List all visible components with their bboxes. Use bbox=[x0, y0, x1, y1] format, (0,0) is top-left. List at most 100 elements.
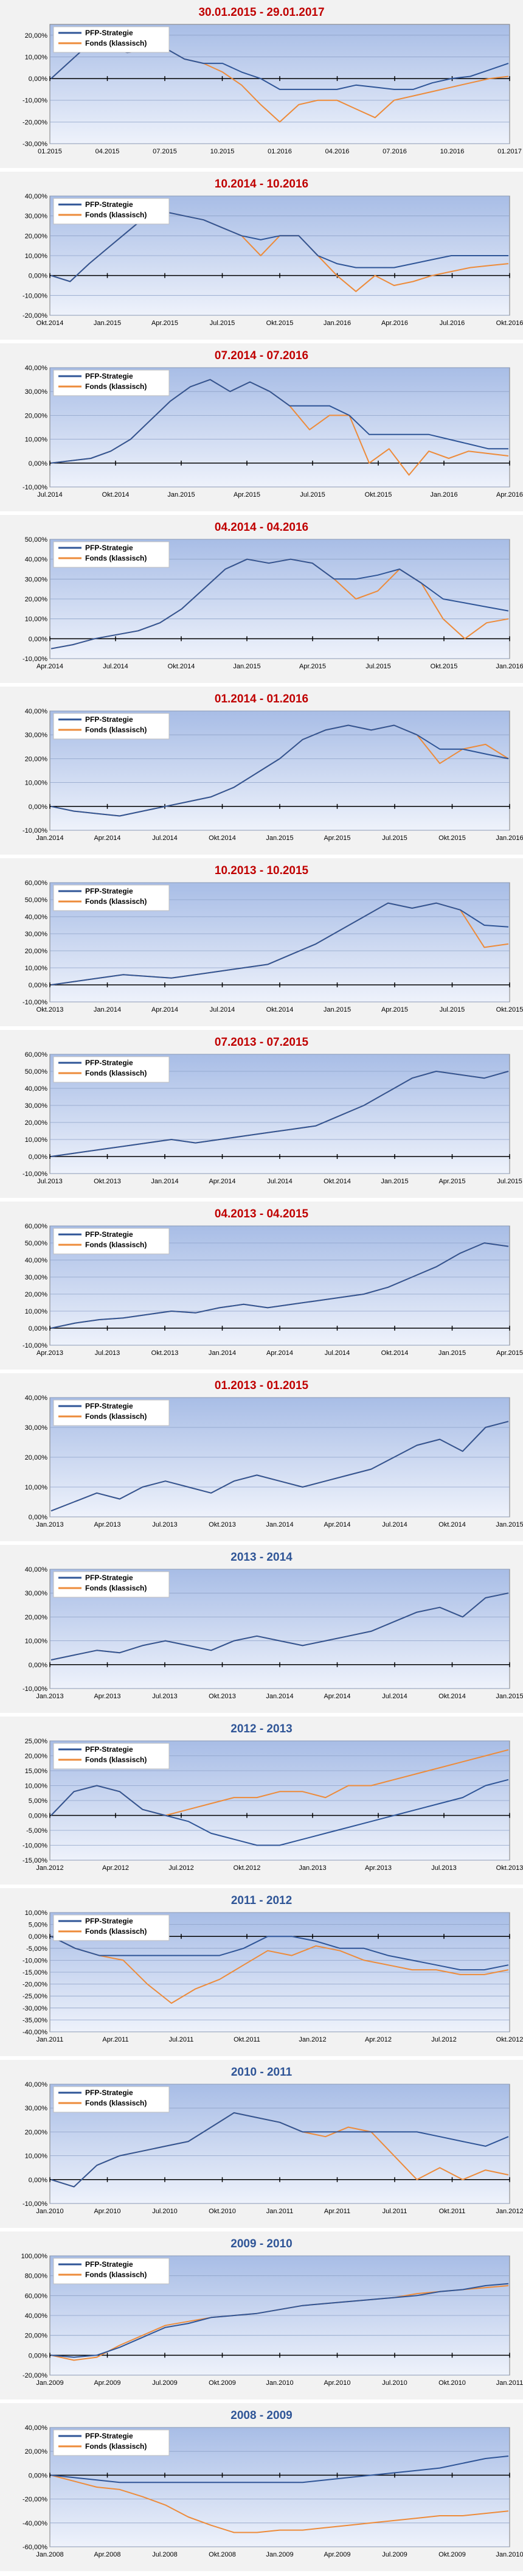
series-line bbox=[50, 2474, 509, 2533]
y-tick-label: 30,00% bbox=[25, 2105, 48, 2112]
x-tick-label: Jan.2016 bbox=[496, 835, 523, 842]
x-tick-label: Jan.2016 bbox=[430, 491, 457, 499]
x-tick-label: 10.2015 bbox=[210, 148, 235, 155]
chart-title: 10.2013 - 10.2015 bbox=[214, 864, 309, 877]
x-tick-label: Apr.2014 bbox=[266, 1349, 293, 1357]
chart-svg: 40,00%30,00%20,00%10,00%0,00%-10,00%Jul.… bbox=[23, 365, 523, 499]
legend-label: Fonds (klassisch) bbox=[85, 382, 147, 391]
y-tick-label: 60,00% bbox=[25, 1223, 48, 1230]
series-line bbox=[50, 1592, 509, 1661]
y-tick-label: 40,00% bbox=[25, 556, 48, 564]
legend-label: Fonds (klassisch) bbox=[85, 2270, 147, 2279]
legend-label: PFP-Strategie bbox=[85, 1745, 133, 1754]
chart-title: 07.2014 - 07.2016 bbox=[214, 349, 309, 362]
y-tick-label: -60,00% bbox=[23, 2544, 47, 2551]
legend-label: Fonds (klassisch) bbox=[85, 1927, 147, 1936]
x-tick-label: Apr.2015 bbox=[324, 835, 350, 842]
y-tick-label: -5,00% bbox=[26, 1827, 47, 1835]
y-tick-label: -10,00% bbox=[23, 97, 47, 105]
x-tick-label: Apr.2016 bbox=[381, 320, 408, 327]
x-tick-label: Apr.2010 bbox=[324, 2379, 350, 2387]
series-line bbox=[50, 1779, 509, 1846]
chart-svg: 40,00%30,00%20,00%10,00%0,00%-10,00%Jan.… bbox=[23, 708, 523, 842]
legend-label: PFP-Strategie bbox=[85, 715, 133, 724]
y-tick-label: 0,00% bbox=[29, 1153, 47, 1161]
x-tick-label: Jul.2013 bbox=[152, 1693, 178, 1700]
x-tick-label: Jul.2014 bbox=[210, 1006, 235, 1013]
legend-label: PFP-Strategie bbox=[85, 2432, 133, 2440]
series-line bbox=[50, 2283, 509, 2358]
y-tick-label: 0,00% bbox=[29, 1514, 47, 1521]
y-tick-label: 10,00% bbox=[25, 2153, 48, 2160]
series-line bbox=[50, 558, 509, 649]
chart-panel: 2013 - 2014 40,00% 30,00% 20,00% 10,00% 0,00%… bbox=[0, 1545, 523, 1713]
y-tick-label: -20,00% bbox=[23, 312, 47, 320]
chart-svg: 20,00%10,00%0,00%-10,00%-20,00%-30,00%01… bbox=[23, 24, 522, 155]
x-tick-label: Jul.2012 bbox=[168, 1864, 194, 1872]
y-tick-label: 20,00% bbox=[25, 1119, 48, 1127]
x-tick-label: 01.2017 bbox=[497, 148, 522, 155]
x-tick-label: Jul.2014 bbox=[103, 663, 128, 670]
x-tick-label: Okt.2014 bbox=[381, 1349, 409, 1357]
legend-label: Fonds (klassisch) bbox=[85, 897, 147, 906]
y-tick-label: 10,00% bbox=[25, 1308, 48, 1315]
legend-label: PFP-Strategie bbox=[85, 1402, 133, 1410]
x-tick-label: Okt.2015 bbox=[431, 663, 458, 670]
chart-svg: 50,00% 40,00% 30,00% 20,00% 10,00% 0,00% -10,0… bbox=[23, 536, 523, 670]
legend-box bbox=[53, 198, 170, 225]
x-tick-label: Jan.2012 bbox=[36, 1864, 63, 1872]
x-tick-label: Jan.2015 bbox=[167, 491, 195, 499]
y-tick-label: -10,00% bbox=[23, 1957, 47, 1964]
y-tick-label: 30,00% bbox=[25, 732, 48, 739]
x-tick-label: Apr.2015 bbox=[496, 1349, 523, 1357]
y-tick-label: 20,00% bbox=[25, 412, 48, 419]
x-tick-label: Apr.2009 bbox=[94, 2379, 120, 2387]
x-tick-label: 07.2016 bbox=[383, 148, 407, 155]
x-tick-label: Jan.2015 bbox=[381, 1178, 408, 1185]
chart-panel: 2012 - 2013 25,00% 20,00% 15,00% 10,00% 5,00%… bbox=[0, 1717, 523, 1885]
x-tick-label: Jan.2016 bbox=[324, 320, 351, 327]
x-tick-label: Apr.2014 bbox=[36, 663, 63, 670]
x-tick-label: Jul.2014 bbox=[152, 835, 178, 842]
y-tick-label: 20,00% bbox=[25, 32, 48, 40]
y-tick-label: 0,00% bbox=[29, 273, 47, 280]
y-tick-label: 0,00% bbox=[29, 460, 47, 467]
x-tick-label: Okt.2009 bbox=[209, 2379, 236, 2387]
x-tick-label: 01.2015 bbox=[38, 148, 62, 155]
x-tick-label: Okt.2014 bbox=[102, 491, 130, 499]
y-tick-label: 40,00% bbox=[25, 193, 48, 200]
x-tick-label: Okt.2014 bbox=[266, 1006, 294, 1013]
x-tick-label: Jan.2009 bbox=[266, 2551, 293, 2558]
y-tick-label: -10,00% bbox=[23, 999, 47, 1006]
chart-title: 2009 - 2010 bbox=[230, 2238, 293, 2250]
y-tick-label: 0,00% bbox=[29, 1933, 47, 1941]
x-tick-label: Jan.2012 bbox=[496, 2208, 523, 2215]
y-tick-label: 40,00% bbox=[25, 2081, 48, 2088]
x-tick-label: Jul.2015 bbox=[497, 1178, 522, 1185]
x-tick-label: Jul.2013 bbox=[37, 1178, 63, 1185]
x-tick-label: Apr.2012 bbox=[102, 1864, 129, 1872]
y-tick-label: -25,00% bbox=[23, 1993, 47, 2000]
series-line bbox=[50, 1421, 509, 1512]
y-tick-label: -10,00% bbox=[23, 484, 47, 491]
series-line bbox=[50, 1936, 509, 2004]
y-tick-label: -20,00% bbox=[23, 1981, 47, 1989]
y-tick-label: 5,00% bbox=[29, 1922, 47, 1929]
y-tick-label: -20,00% bbox=[23, 2496, 47, 2504]
y-tick-label: 5,00% bbox=[29, 1797, 47, 1805]
y-tick-label: -10,00% bbox=[23, 2200, 47, 2208]
legend-box bbox=[53, 2086, 170, 2113]
chart-title: 01.2014 - 01.2016 bbox=[214, 693, 309, 705]
y-tick-label: 30,00% bbox=[25, 931, 48, 938]
legend-label: Fonds (klassisch) bbox=[85, 726, 147, 734]
y-tick-label: 0,00% bbox=[29, 1813, 47, 1820]
x-tick-label: Okt.2015 bbox=[365, 491, 392, 499]
x-tick-label: Jul.2016 bbox=[440, 320, 465, 327]
chart-panel: 01.2013 - 01.2015 40,00% 30,00% 20,00% 10,00… bbox=[0, 1373, 523, 1541]
x-tick-label: Jul.2015 bbox=[210, 320, 235, 327]
chart-svg: 60,00% 50,00% 40,00% 30,00% 20,00% 10,00% 0,00… bbox=[23, 1223, 523, 1357]
legend-label: Fonds (klassisch) bbox=[85, 2442, 147, 2451]
chart-title: 04.2014 - 04.2016 bbox=[214, 521, 309, 534]
legend-box bbox=[53, 26, 170, 53]
legend-box bbox=[53, 2429, 170, 2456]
